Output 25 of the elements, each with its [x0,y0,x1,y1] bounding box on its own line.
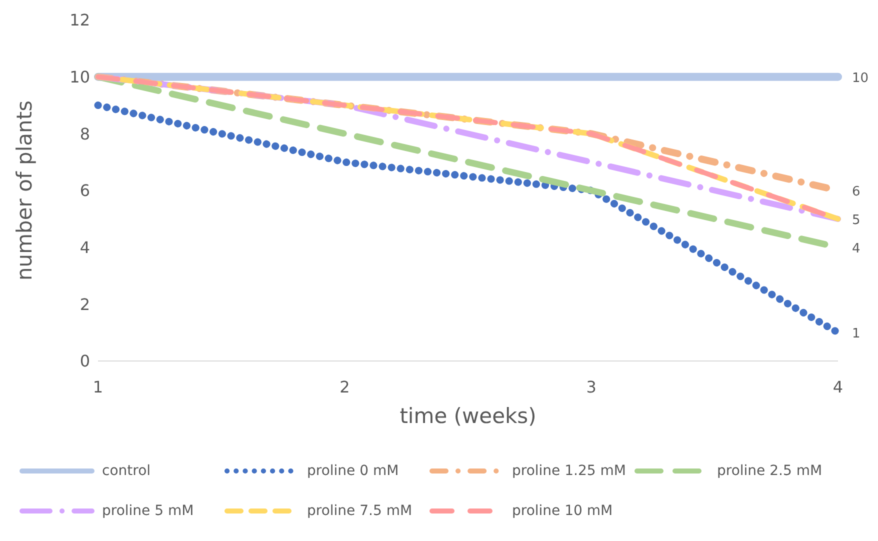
legend-label: proline 1.25 mM [512,463,626,479]
legend-label: proline 10 mM [512,503,613,519]
y-tick-label: 8 [80,124,90,144]
y-tick-label: 6 [80,181,90,200]
data-label: 6 [852,184,860,200]
x-axis-title: time (weeks) [400,404,536,428]
y-tick-label: 12 [70,10,90,30]
y-tick-label: 10 [70,68,90,87]
y-axis-title: number of plants [12,100,36,281]
legend-label: proline 0 mM [307,463,399,479]
legend-label: proline 7.5 mM [307,503,412,519]
data-label: 5 [852,212,860,228]
data-label: 10 [852,70,869,86]
y-tick-label: 4 [80,238,90,258]
legend-label: proline 5 mM [102,503,194,519]
x-tick-label: 4 [832,377,844,396]
data-label: 1 [852,326,860,342]
data-label: 4 [852,241,860,256]
x-tick-label: 3 [586,377,596,396]
legend-label: proline 2.5 mM [717,463,822,479]
y-tick-label: 2 [80,294,90,314]
x-tick-label: 2 [340,377,350,396]
x-tick-label: 1 [92,377,104,396]
y-tick-label: 0 [80,352,90,371]
legend-label: control [102,463,151,479]
